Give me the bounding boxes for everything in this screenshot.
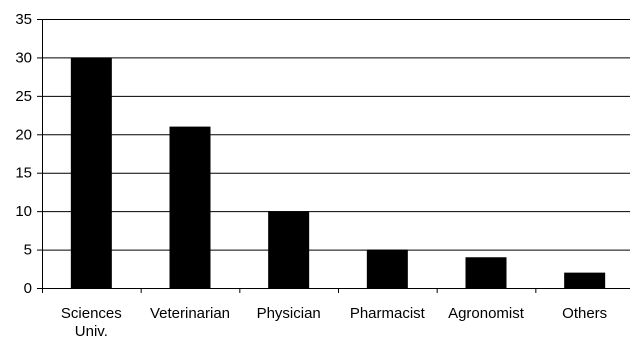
y-tick-label-30: 30 [15, 49, 32, 66]
bar-2 [268, 211, 310, 288]
bar-0 [70, 57, 112, 288]
y-tick-label-25: 25 [15, 88, 32, 105]
x-tick-label-3: Pharmacist [350, 305, 426, 322]
y-tick-label-35: 35 [15, 11, 32, 28]
gridlines [42, 19, 630, 251]
y-tick-label-15: 15 [15, 165, 32, 182]
x-tick-label-4: Agronomist [448, 305, 525, 322]
x-tick-label-2: Physician [257, 305, 321, 322]
bar-3 [366, 249, 408, 288]
x-tick-label-0: Sciences Univ. [61, 305, 122, 340]
bar-5 [564, 272, 606, 288]
bar-4 [465, 257, 507, 288]
y-tick-label-5: 5 [24, 242, 32, 259]
y-tick-label-0: 0 [24, 280, 32, 297]
bar-1 [169, 126, 211, 288]
y-tick-label-20: 20 [15, 126, 32, 143]
axes [37, 19, 630, 293]
bars [70, 57, 606, 288]
x-tick-label-1: Veterinarian [150, 305, 230, 322]
y-tick-label-10: 10 [15, 203, 32, 220]
x-tick-labels: Sciences Univ. Veterinarian Physician Pharma… [61, 305, 607, 340]
y-tick-labels: 0 5 10 15 20 25 30 35 [15, 11, 32, 297]
x-tick-label-5: Others [562, 305, 607, 322]
